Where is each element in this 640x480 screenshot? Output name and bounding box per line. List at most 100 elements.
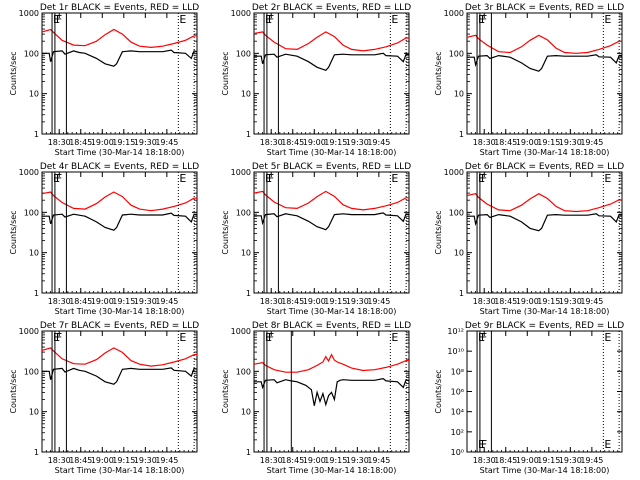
x-axis-label: Start Time (30-Mar-14 18:18:00): [480, 466, 610, 475]
y-tick-label: 1000: [19, 168, 39, 177]
series-line-events: [254, 377, 410, 407]
panel-title: Det 5r BLACK = Events, RED = LLD: [252, 162, 411, 172]
marker-label: E: [391, 172, 398, 185]
x-tick-label: 19:30: [559, 297, 582, 306]
marker-label: E: [179, 331, 186, 344]
x-tick-label: 19:15: [537, 138, 560, 147]
marker-label: F: [56, 13, 62, 26]
x-tick-label: 18:45: [494, 456, 517, 465]
x-tick-label: 19:00: [91, 138, 114, 147]
y-tick-label: 1000: [444, 168, 464, 177]
x-tick-label: 19:30: [346, 456, 369, 465]
series-line-events: [254, 52, 410, 71]
x-tick-label: 19:30: [346, 138, 369, 147]
y-tick-label: 1: [34, 289, 39, 298]
y-tick-label: 10: [241, 90, 251, 99]
panel-title: Det 3r BLACK = Events, RED = LLD: [465, 3, 624, 13]
marker-label: E: [478, 13, 485, 26]
y-tick-label: 10⁸: [451, 367, 464, 376]
x-axis-label: Start Time (30-Mar-14 18:18:00): [480, 148, 610, 157]
y-axis-label: Counts/sec: [434, 369, 443, 413]
marker-label: F: [268, 331, 274, 344]
x-tick-label: 19:15: [537, 297, 560, 306]
y-tick-label: 100: [24, 367, 39, 376]
marker-label: E: [391, 331, 398, 344]
detector-panel-4: Det 4r BLACK = Events, RED = LLD 1 10 100 10…: [9, 162, 199, 316]
x-tick-label: 18:30: [48, 138, 71, 147]
x-tick-label: 19:15: [324, 297, 347, 306]
marker-label: E: [478, 331, 485, 344]
x-tick-label: 18:45: [494, 138, 517, 147]
x-tick-label: 18:45: [281, 456, 304, 465]
y-axis-label: Counts/sec: [9, 369, 18, 413]
x-tick-label: 19:30: [559, 138, 582, 147]
x-tick-label: 18:30: [48, 297, 71, 306]
y-tick-label: 10: [241, 249, 251, 258]
detector-panel-8: Det 8r BLACK = Events, RED = LLD 1 10 100 10…: [221, 321, 411, 475]
marker-label: E: [265, 13, 272, 26]
marker-label: E: [53, 13, 60, 26]
y-tick-label: 10¹²: [447, 327, 464, 336]
y-tick-label: 1: [246, 448, 251, 457]
y-tick-label: 10: [29, 90, 39, 99]
marker-label: E: [604, 331, 611, 344]
y-tick-label: 1: [34, 130, 39, 139]
y-axis-label: Counts/sec: [221, 369, 230, 413]
marker-label: F: [268, 172, 274, 185]
marker-label: E: [604, 13, 611, 26]
x-tick-label: 19:30: [134, 456, 157, 465]
series-line-events: [467, 213, 623, 232]
y-tick-label: 100: [449, 208, 464, 217]
x-axis-label: Start Time (30-Mar-14 18:18:00): [267, 307, 397, 316]
x-tick-label: 18:30: [260, 138, 283, 147]
panel-title: Det 7r BLACK = Events, RED = LLD: [40, 321, 199, 331]
y-axis-label: Counts/sec: [9, 210, 18, 254]
x-tick-label: 19:30: [559, 456, 582, 465]
y-tick-label: 10¹⁰: [447, 347, 464, 356]
y-tick-label: 1: [459, 130, 464, 139]
y-tick-label: 10⁴: [451, 408, 464, 417]
y-axis-label: Counts/sec: [434, 210, 443, 254]
detector-panel-1: Det 1r BLACK = Events, RED = LLD 1 10 100 10…: [9, 3, 199, 157]
y-tick-label: 1: [246, 289, 251, 298]
series-line-events: [254, 212, 410, 231]
marker-label: E: [604, 172, 611, 185]
x-tick-label: 18:30: [260, 456, 283, 465]
x-tick-label: 19:45: [367, 138, 390, 147]
marker-label: E: [53, 331, 60, 344]
marker-label-bottom: E: [604, 438, 611, 451]
x-tick-label: 18:45: [281, 138, 304, 147]
x-tick-label: 19:45: [580, 297, 603, 306]
panel-title: Det 9r BLACK = Events, RED = LLD: [465, 321, 624, 331]
series-line-lld: [466, 193, 622, 213]
y-axis-label: Counts/sec: [221, 210, 230, 254]
x-tick-label: 18:30: [473, 456, 496, 465]
series-line-lld: [253, 31, 409, 52]
marker-label: F: [56, 331, 62, 344]
detector-panel-6: Det 6r BLACK = Events, RED = LLD 1 10 100 10…: [434, 162, 624, 316]
x-axis-label: Start Time (30-Mar-14 18:18:00): [55, 466, 185, 475]
y-tick-label: 1: [34, 448, 39, 457]
x-axis-label: Start Time (30-Mar-14 18:18:00): [55, 307, 185, 316]
x-tick-label: 19:30: [134, 297, 157, 306]
marker-label-bottom: E: [478, 438, 485, 451]
y-tick-label: 1: [459, 289, 464, 298]
y-tick-label: 1: [246, 130, 251, 139]
y-tick-label: 100: [24, 208, 39, 217]
y-tick-label: 10: [241, 408, 251, 417]
x-tick-label: 19:15: [112, 297, 135, 306]
panel-title: Det 2r BLACK = Events, RED = LLD: [252, 3, 411, 13]
y-tick-label: 100: [24, 49, 39, 58]
series-line-lld: [466, 34, 622, 54]
series-line-lld: [41, 28, 197, 49]
y-tick-label: 1000: [444, 9, 464, 18]
marker-label-bottom: F: [481, 438, 487, 451]
x-tick-label: 19:15: [324, 138, 347, 147]
x-tick-label: 19:00: [303, 138, 326, 147]
marker-label: E: [391, 13, 398, 26]
x-axis-label: Start Time (30-Mar-14 18:18:00): [267, 466, 397, 475]
panel-title: Det 6r BLACK = Events, RED = LLD: [465, 162, 624, 172]
x-tick-label: 18:30: [473, 297, 496, 306]
